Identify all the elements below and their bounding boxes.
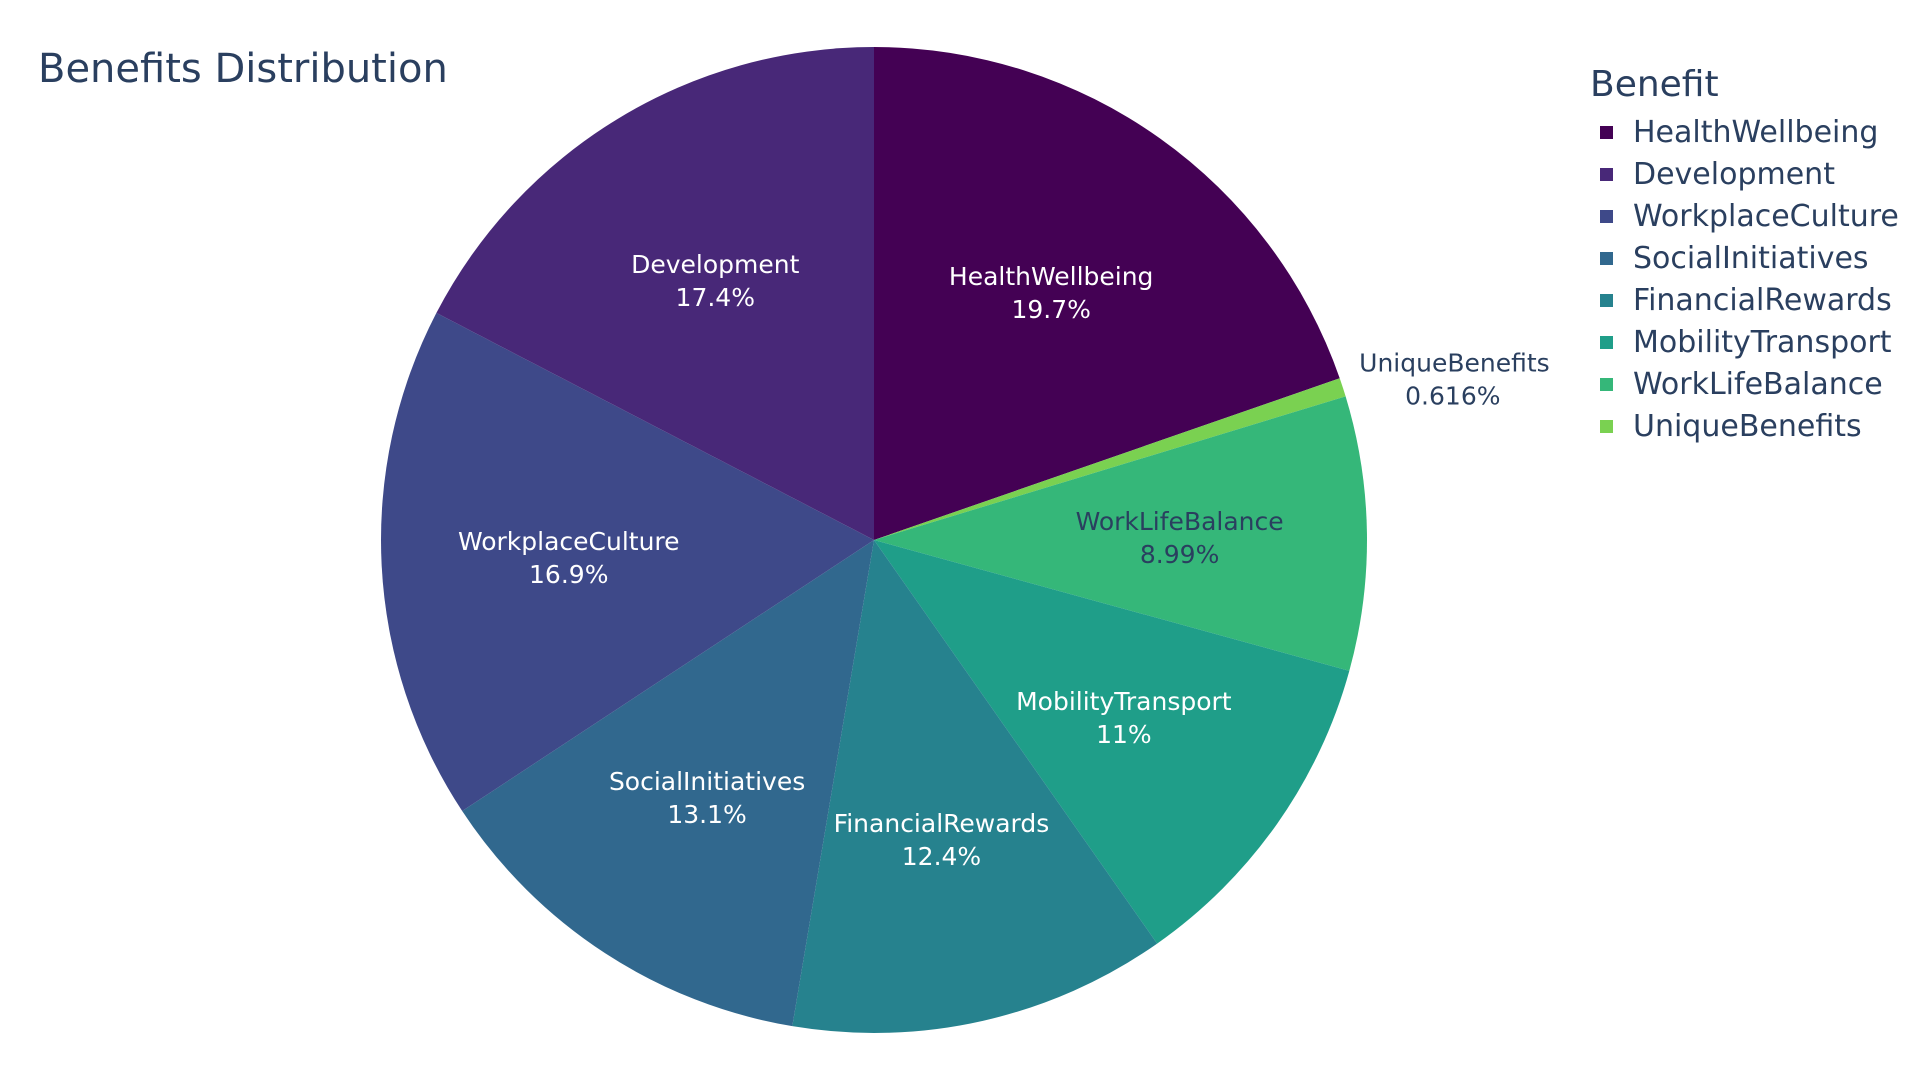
slice-label-social-initiatives: SocialInitiatives	[609, 767, 805, 796]
legend-label: SocialInitiatives	[1633, 240, 1869, 276]
slice-percent-development: 17.4%	[676, 283, 755, 312]
pie-slice-mobility-transport[interactable]	[874, 540, 1350, 944]
slice-percent-work-life-balance: 8.99%	[1140, 540, 1219, 569]
legend-item-workplace-culture[interactable]: WorkplaceCulture	[1590, 195, 1899, 237]
legend-item-financial-rewards[interactable]: FinancialRewards	[1590, 279, 1899, 321]
legend-label: MobilityTransport	[1633, 324, 1892, 360]
slice-label-unique-benefits: UniqueBenefits	[1359, 348, 1550, 377]
legend: Benefit HealthWellbeing Development Workpl…	[1590, 64, 1899, 447]
legend-swatch	[1600, 377, 1613, 391]
legend-label: Development	[1633, 156, 1835, 192]
legend-label: WorkplaceCulture	[1633, 198, 1899, 234]
legend-swatch	[1600, 209, 1613, 223]
legend-label: UniqueBenefits	[1633, 408, 1862, 444]
pie-slice-health-wellbeing[interactable]	[874, 47, 1340, 540]
pie-slice-financial-rewards[interactable]	[792, 540, 1158, 1033]
legend-swatch	[1600, 125, 1613, 139]
pie-slice-work-life-balance[interactable]	[874, 396, 1367, 671]
pie-slice-development[interactable]	[436, 47, 874, 540]
slice-label-work-life-balance: WorkLifeBalance	[1076, 507, 1284, 536]
slice-percent-mobility-transport: 11%	[1096, 720, 1152, 749]
pie-slice-unique-benefits[interactable]	[874, 378, 1346, 540]
slice-label-workplace-culture: WorkplaceCulture	[458, 527, 680, 556]
legend-swatch	[1600, 419, 1613, 433]
legend-items: HealthWellbeing Development WorkplaceCultu…	[1590, 111, 1899, 447]
slice-percent-health-wellbeing: 19.7%	[1011, 295, 1090, 324]
slice-label-health-wellbeing: HealthWellbeing	[949, 262, 1154, 291]
legend-item-unique-benefits[interactable]: UniqueBenefits	[1590, 405, 1899, 447]
chart-title: Benefits Distribution	[38, 46, 448, 92]
slice-percent-financial-rewards: 12.4%	[902, 842, 981, 871]
legend-item-social-initiatives[interactable]: SocialInitiatives	[1590, 237, 1899, 279]
slice-percent-workplace-culture: 16.9%	[529, 560, 608, 589]
legend-label: FinancialRewards	[1633, 282, 1892, 318]
legend-swatch	[1600, 293, 1613, 307]
legend-label: WorkLifeBalance	[1633, 366, 1883, 402]
legend-item-mobility-transport[interactable]: MobilityTransport	[1590, 321, 1899, 363]
slice-label-mobility-transport: MobilityTransport	[1016, 687, 1232, 716]
legend-title: Benefit	[1590, 64, 1719, 105]
legend-item-health-wellbeing[interactable]: HealthWellbeing	[1590, 111, 1899, 153]
slice-percent-social-initiatives: 13.1%	[667, 800, 746, 829]
legend-label: HealthWellbeing	[1633, 114, 1879, 150]
slice-label-development: Development	[631, 250, 799, 279]
slice-percent-unique-benefits: 0.616%	[1405, 381, 1500, 410]
legend-swatch	[1600, 251, 1613, 265]
pie-slices	[381, 47, 1367, 1033]
pie-labels: HealthWellbeing 19.7% UniqueBenefits 0.616%…	[458, 250, 1550, 871]
legend-item-work-life-balance[interactable]: WorkLifeBalance	[1590, 363, 1899, 405]
pie-slice-social-initiatives[interactable]	[462, 540, 874, 1027]
legend-swatch	[1600, 167, 1613, 181]
slice-label-financial-rewards: FinancialRewards	[834, 809, 1050, 838]
legend-item-development[interactable]: Development	[1590, 153, 1899, 195]
pie-slice-workplace-culture[interactable]	[381, 312, 874, 812]
legend-swatch	[1600, 335, 1613, 349]
